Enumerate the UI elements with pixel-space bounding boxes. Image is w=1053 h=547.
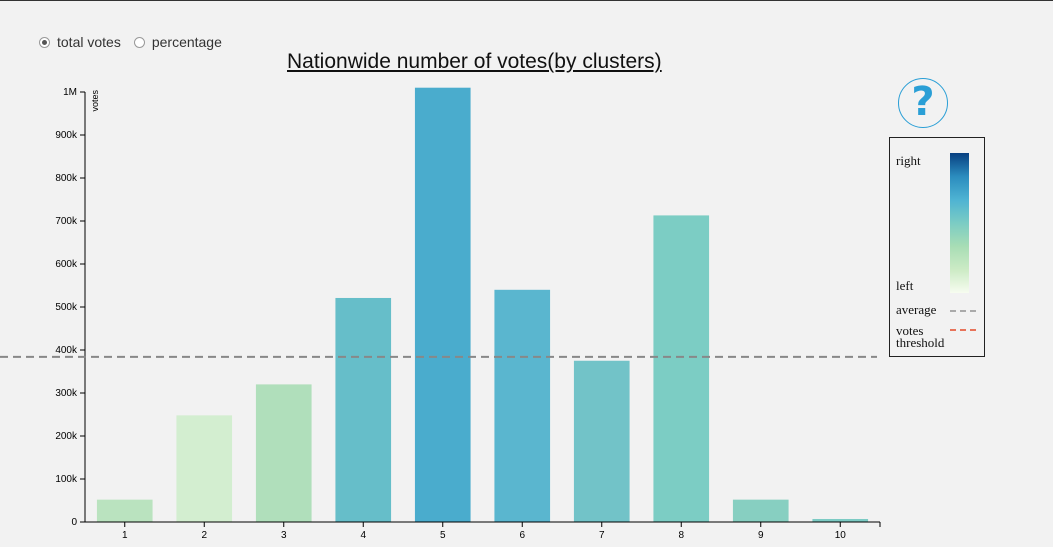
bar-10 — [812, 518, 869, 522]
x-tick-label-10: 10 — [835, 530, 847, 541]
x-tick-label-1: 1 — [122, 530, 128, 541]
radio-total-votes-label[interactable]: total votes — [57, 34, 121, 50]
y-tick-label-8: 800k — [55, 173, 78, 184]
x-tick-label-3: 3 — [281, 530, 287, 541]
bar-8 — [653, 215, 710, 522]
x-tick-label-5: 5 — [440, 530, 446, 541]
bar-3 — [255, 384, 312, 522]
legend-threshold-dash — [950, 329, 976, 331]
radio-total-votes[interactable]: total votes — [39, 34, 121, 50]
legend-average-label: average — [896, 302, 937, 317]
legend-left-label: left — [896, 278, 914, 293]
y-tick-label-2: 200k — [55, 431, 78, 442]
legend-right-label: right — [896, 153, 921, 168]
x-tick-label-9: 9 — [758, 530, 764, 541]
legend-threshold-label-2: threshold — [896, 335, 945, 350]
legend-threshold-label-1: votes — [896, 323, 924, 338]
y-tick-label-0: 0 — [71, 517, 77, 528]
bar-7 — [573, 360, 630, 522]
x-tick-label-6: 6 — [519, 530, 525, 541]
radio-percentage-circle[interactable] — [133, 36, 145, 48]
y-tick-label-10: 1M — [63, 87, 77, 98]
bar-4 — [335, 297, 392, 522]
chart-title: Nationwide number of votes(by clusters) — [287, 50, 662, 73]
radio-percentage[interactable]: percentage — [133, 34, 222, 50]
bar-6 — [494, 289, 551, 522]
bar-2 — [176, 415, 233, 522]
y-axis-label: votes — [90, 90, 100, 112]
y-tick-label-1: 100k — [55, 474, 78, 485]
radio-total-votes-circle[interactable] — [39, 36, 50, 48]
y-tick-label-7: 700k — [55, 216, 78, 227]
y-tick-label-3: 300k — [55, 388, 78, 399]
help-question-icon[interactable]: ? — [898, 78, 948, 128]
y-tick-label-4: 400k — [55, 345, 78, 356]
radio-percentage-label[interactable]: percentage — [151, 34, 222, 50]
bar-1 — [96, 499, 153, 522]
legend-average-dash — [950, 310, 976, 312]
y-tick-label-5: 500k — [55, 302, 78, 313]
x-tick-label-8: 8 — [678, 530, 684, 541]
y-tick-label-6: 600k — [55, 259, 78, 270]
bar-9 — [732, 499, 789, 522]
x-tick-label-7: 7 — [599, 530, 605, 541]
x-tick-label-2: 2 — [201, 530, 207, 541]
legend-color-gradient — [950, 153, 969, 293]
bar-5 — [414, 87, 471, 522]
view-mode-radio-group: total votes percentage — [39, 34, 235, 50]
color-legend: right left average votes threshold — [889, 137, 985, 357]
y-tick-label-9: 900k — [55, 130, 78, 141]
x-tick-label-4: 4 — [360, 530, 366, 541]
